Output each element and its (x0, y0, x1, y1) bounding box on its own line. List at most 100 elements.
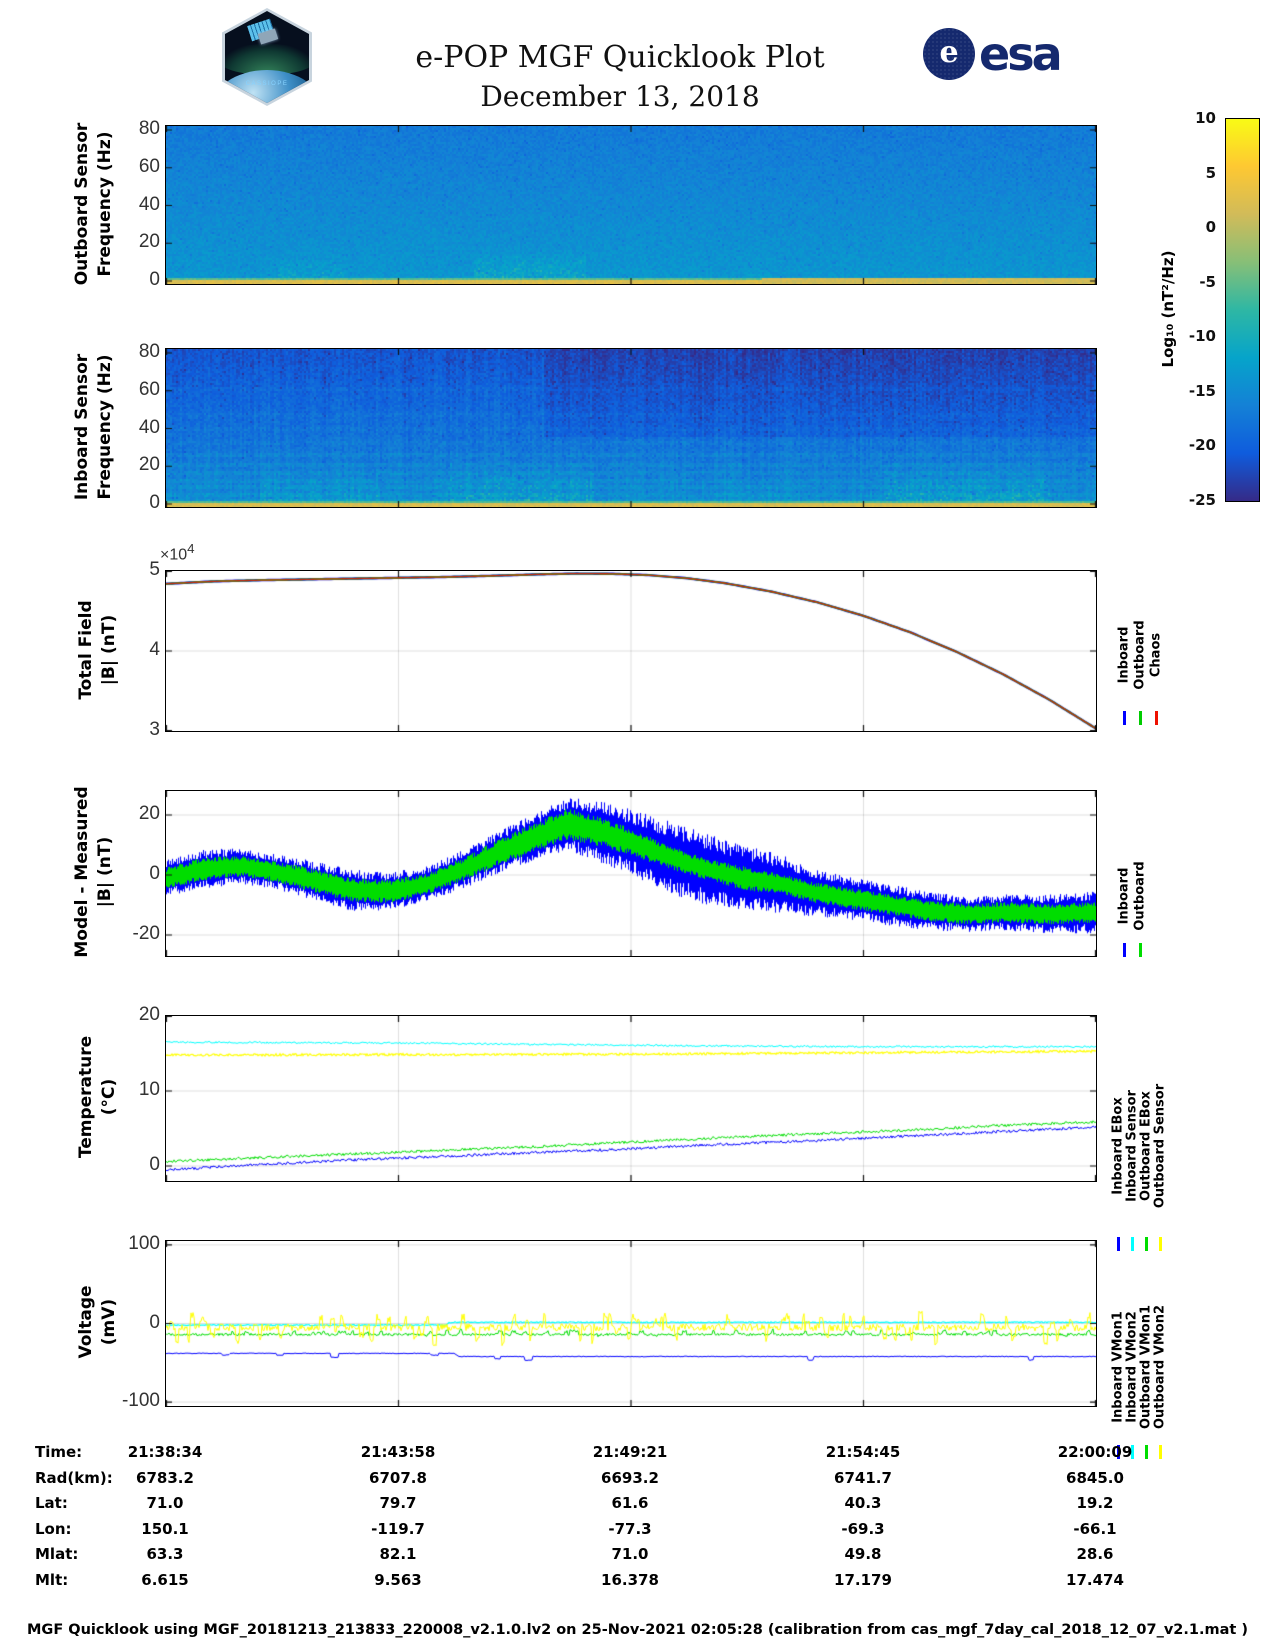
colorbar-tick-20: -20 (1188, 436, 1216, 455)
legend-total-field-chaos: Chaos (1148, 632, 1164, 678)
ytick-outboard-spectrogram-80: 80 (138, 118, 160, 139)
total-field-panel (165, 570, 1097, 732)
ytick-temperature-20: 20 (138, 1004, 160, 1025)
ytick-model-measured-0: 0 (149, 863, 160, 884)
inboard-spectrogram-canvas (166, 349, 1096, 507)
legend-marker-temperature-outboard-sensor (1159, 1237, 1162, 1251)
outboard-spectrogram-ylabel-line1: Outboard Sensor (72, 122, 92, 286)
ytick-inboard-spectrogram-0: 0 (149, 492, 160, 513)
colorbar-tick-15: -15 (1188, 381, 1216, 400)
colorbar-tick-5: 5 (1205, 163, 1216, 182)
ytick-outboard-spectrogram-0: 0 (149, 269, 160, 290)
legend-model-measured-inboard: Inboard (1116, 867, 1132, 925)
table-cell-mlat-3: 49.8 (844, 1545, 882, 1563)
legend-marker-temperature-inboard-sensor (1131, 1237, 1134, 1251)
legend-marker-voltage-outboard-vmon2 (1159, 1445, 1162, 1459)
model-measured-canvas (166, 791, 1096, 956)
legend-voltage-inboard-vmon2: Inboard VMon2 (1124, 1311, 1140, 1423)
ytick-model-measured-20: -20 (132, 923, 160, 944)
colorbar-tick-0: 0 (1205, 218, 1216, 237)
ytick-voltage-100: -100 (121, 1390, 160, 1412)
ytick-outboard-spectrogram-40: 40 (138, 193, 160, 215)
legend-marker-total-field-inboard (1123, 711, 1126, 725)
legend-temperature-outboard-ebox: Outboard EBox (1138, 1091, 1154, 1201)
voltage-panel (165, 1240, 1097, 1407)
table-cell-mlt-4: 17.474 (1066, 1571, 1124, 1589)
legend-total-field-inboard: Inboard (1116, 626, 1132, 684)
table-cell-rad-km-4: 6845.0 (1066, 1469, 1124, 1487)
table-cell-mlt-3: 17.179 (834, 1571, 892, 1589)
table-cell-mlat-2: 71.0 (611, 1545, 649, 1563)
table-cell-lat-4: 19.2 (1076, 1494, 1114, 1512)
table-cell-mlt-1: 9.563 (374, 1571, 422, 1589)
outboard-spectrogram-canvas (166, 126, 1096, 284)
table-row-label-rad-km: Rad(km): (35, 1469, 113, 1487)
esa-e-glyph: e (939, 35, 959, 70)
colorbar-tick-10: -10 (1188, 327, 1216, 346)
table-cell-mlt-0: 6.615 (141, 1571, 189, 1589)
legend-marker-voltage-outboard-vmon1 (1145, 1445, 1148, 1459)
table-cell-lon-3: -69.3 (841, 1520, 885, 1538)
table-cell-lat-2: 61.6 (611, 1494, 649, 1512)
model-measured-panel (165, 790, 1097, 957)
table-cell-time-3: 21:54:45 (825, 1443, 901, 1461)
colorbar-label: Log₁₀ (nT²/Hz) (1159, 250, 1177, 368)
legend-voltage-outboard-vmon1: Outboard VMon1 (1138, 1304, 1154, 1430)
table-cell-time-1: 21:43:58 (360, 1443, 436, 1461)
legend-marker-total-field-chaos (1155, 711, 1158, 725)
footer-provenance-text: MGF Quicklook using MGF_20181213_213833_… (26, 1622, 1248, 1638)
table-cell-lon-4: -66.1 (1073, 1520, 1117, 1538)
table-cell-lat-3: 40.3 (844, 1494, 882, 1512)
ytick-temperature-10: 10 (138, 1079, 160, 1100)
cassiope-mission-logo: CASSIOPE (222, 8, 312, 106)
inboard-spectrogram-panel (165, 348, 1097, 508)
ytick-inboard-spectrogram-60: 60 (138, 378, 160, 400)
ytick-temperature-0: 0 (149, 1154, 160, 1175)
table-cell-lon-1: -119.7 (371, 1520, 425, 1538)
table-row-label-time: Time: (35, 1443, 83, 1461)
esa-logo: e esa (923, 28, 1063, 80)
legend-temperature-inboard-sensor: Inboard Sensor (1124, 1090, 1140, 1202)
legend-model-measured-outboard: Outboard (1132, 861, 1148, 931)
voltage-ylabel-line1: Voltage (76, 1285, 96, 1359)
ytick-inboard-spectrogram-40: 40 (138, 416, 160, 438)
colorbar-tick-10: 10 (1195, 109, 1216, 127)
table-cell-time-4: 22:00:09 (1057, 1443, 1133, 1461)
legend-total-field-outboard: Outboard (1132, 620, 1148, 690)
ytick-outboard-spectrogram-60: 60 (138, 155, 160, 177)
table-row-label-lon: Lon: (35, 1520, 72, 1538)
legend-voltage-inboard-vmon1: Inboard VMon1 (1110, 1311, 1126, 1423)
voltage-canvas (166, 1241, 1096, 1406)
total-field-axis-multiplier: ×104 (160, 541, 195, 564)
total-field-ylabel-line1: Total Field (76, 600, 96, 700)
cassiope-logo-text: CASSIOPE (245, 81, 289, 88)
table-cell-rad-km-2: 6693.2 (601, 1469, 659, 1487)
legend-temperature-outboard-sensor: Outboard Sensor (1152, 1083, 1168, 1209)
legend-marker-temperature-inboard-ebox (1117, 1237, 1120, 1251)
table-row-label-mlt: Mlt: (35, 1571, 69, 1589)
table-cell-lon-0: 150.1 (141, 1520, 189, 1538)
table-cell-rad-km-1: 6707.8 (369, 1469, 427, 1487)
temperature-ylabel-line1: Temperature (76, 1035, 96, 1159)
table-cell-rad-km-0: 6783.2 (136, 1469, 194, 1487)
ytick-total-field-4: 4 (149, 639, 160, 660)
legend-marker-model-measured-inboard (1123, 943, 1126, 957)
page-title: e-POP MGF Quicklook Plot (415, 40, 825, 75)
ytick-total-field-5: 5 (149, 559, 160, 580)
legend-marker-voltage-inboard-vmon1 (1117, 1445, 1120, 1459)
legend-marker-model-measured-outboard (1139, 943, 1142, 957)
ytick-total-field-3: 3 (149, 719, 160, 740)
ytick-inboard-spectrogram-80: 80 (138, 341, 160, 362)
legend-marker-voltage-inboard-vmon2 (1131, 1445, 1134, 1459)
ytick-outboard-spectrogram-20: 20 (138, 231, 160, 253)
colorbar-tick-5: -5 (1199, 272, 1216, 291)
table-cell-mlat-0: 63.3 (146, 1545, 184, 1563)
table-cell-time-2: 21:49:21 (592, 1443, 668, 1461)
esa-globe-icon: e (923, 28, 975, 80)
legend-voltage-outboard-vmon2: Outboard VMon2 (1152, 1304, 1168, 1430)
legend-marker-total-field-outboard (1139, 711, 1142, 725)
legend-marker-temperature-outboard-ebox (1145, 1237, 1148, 1251)
table-row-label-mlat: Mlat: (35, 1545, 79, 1563)
ytick-inboard-spectrogram-20: 20 (138, 454, 160, 476)
